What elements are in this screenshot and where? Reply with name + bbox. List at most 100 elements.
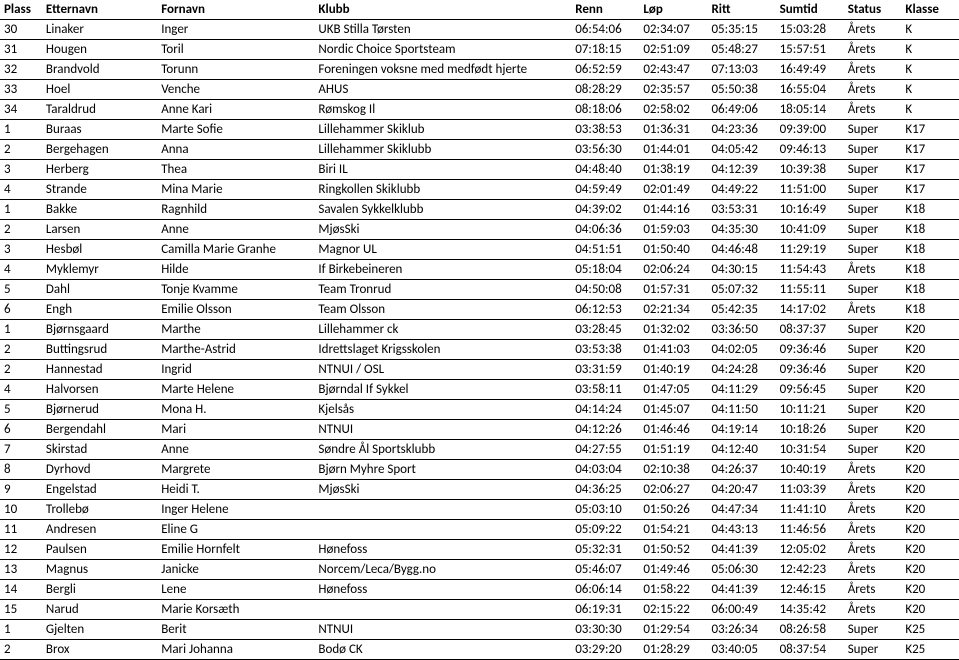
cell-fornavn: Margrete xyxy=(157,460,314,480)
cell-plass: 4 xyxy=(0,180,42,200)
cell-etternavn: Engelstad xyxy=(42,480,157,500)
cell-sumtid: 08:37:37 xyxy=(776,320,844,340)
cell-lop: 01:41:03 xyxy=(639,340,707,360)
table-row: 11AndresenEline G05:09:2201:54:2104:43:1… xyxy=(0,520,959,540)
cell-renn: 04:03:04 xyxy=(571,460,639,480)
cell-renn: 06:06:14 xyxy=(571,580,639,600)
cell-plass: 30 xyxy=(0,20,42,40)
cell-sumtid: 09:36:46 xyxy=(776,340,844,360)
table-row: 10TrollebøInger Helene05:03:1001:50:2604… xyxy=(0,500,959,520)
cell-plass: 1 xyxy=(0,120,42,140)
cell-lop: 02:35:57 xyxy=(639,80,707,100)
cell-plass: 14 xyxy=(0,580,42,600)
cell-fornavn: Marthe xyxy=(157,320,314,340)
table-row: 9EngelstadHeidi T.MjøsSki04:36:2502:06:2… xyxy=(0,480,959,500)
table-row: 4MyklemyrHildeIf Birkebeineren05:18:0402… xyxy=(0,260,959,280)
cell-status: Super xyxy=(844,120,902,140)
cell-plass: 33 xyxy=(0,80,42,100)
table-row: 2BergehagenAnnaLillehammer Skiklubb03:56… xyxy=(0,140,959,160)
cell-klasse: K20 xyxy=(901,560,959,580)
cell-etternavn: Paulsen xyxy=(42,540,157,560)
cell-renn: 04:51:51 xyxy=(571,240,639,260)
cell-renn: 06:52:59 xyxy=(571,60,639,80)
cell-klubb: Bjørndal If Sykkel xyxy=(314,380,571,400)
cell-klasse: K20 xyxy=(901,480,959,500)
cell-renn: 04:48:40 xyxy=(571,160,639,180)
cell-fornavn: Emilie Hornfelt xyxy=(157,540,314,560)
cell-klubb: Rømskog Il xyxy=(314,100,571,120)
cell-fornavn: Venche xyxy=(157,80,314,100)
cell-status: Årets xyxy=(844,480,902,500)
cell-ritt: 04:11:29 xyxy=(707,380,775,400)
cell-lop: 01:47:05 xyxy=(639,380,707,400)
cell-fornavn: Marthe-Astrid xyxy=(157,340,314,360)
cell-klubb xyxy=(314,500,571,520)
cell-ritt: 07:13:03 xyxy=(707,60,775,80)
cell-renn: 03:28:45 xyxy=(571,320,639,340)
cell-lop: 02:06:24 xyxy=(639,260,707,280)
cell-klasse: K20 xyxy=(901,500,959,520)
cell-lop: 01:36:31 xyxy=(639,120,707,140)
cell-klasse: K17 xyxy=(901,160,959,180)
cell-lop: 01:58:22 xyxy=(639,580,707,600)
cell-klubb: Lillehammer Skiklub xyxy=(314,120,571,140)
cell-fornavn: Mari xyxy=(157,420,314,440)
cell-sumtid: 10:40:19 xyxy=(776,460,844,480)
cell-fornavn: Anne xyxy=(157,220,314,240)
cell-status: Super xyxy=(844,420,902,440)
cell-ritt: 04:23:36 xyxy=(707,120,775,140)
cell-ritt: 04:49:22 xyxy=(707,180,775,200)
cell-sumtid: 09:36:46 xyxy=(776,360,844,380)
cell-fornavn: Marie Korsæth xyxy=(157,600,314,620)
cell-klasse: K20 xyxy=(901,340,959,360)
col-status: Status xyxy=(844,0,902,20)
cell-plass: 1 xyxy=(0,320,42,340)
cell-status: Super xyxy=(844,240,902,260)
cell-lop: 02:15:22 xyxy=(639,600,707,620)
col-ritt: Ritt xyxy=(707,0,775,20)
cell-status: Super xyxy=(844,180,902,200)
table-row: 3HesbølCamilla Marie GranheMagnor UL04:5… xyxy=(0,240,959,260)
cell-renn: 03:38:53 xyxy=(571,120,639,140)
cell-ritt: 04:41:39 xyxy=(707,540,775,560)
col-lop: Løp xyxy=(639,0,707,20)
cell-klubb: MjøsSki xyxy=(314,220,571,240)
cell-etternavn: Hesbøl xyxy=(42,240,157,260)
table-row: 12PaulsenEmilie HornfeltHønefoss05:32:31… xyxy=(0,540,959,560)
cell-status: Årets xyxy=(844,560,902,580)
cell-klubb: Kjelsås xyxy=(314,400,571,420)
cell-etternavn: Buraas xyxy=(42,120,157,140)
cell-etternavn: Andresen xyxy=(42,520,157,540)
cell-status: Super xyxy=(844,360,902,380)
cell-klubb: MjøsSki xyxy=(314,480,571,500)
cell-plass: 1 xyxy=(0,200,42,220)
cell-plass: 5 xyxy=(0,400,42,420)
cell-ritt: 05:06:30 xyxy=(707,560,775,580)
cell-ritt: 04:47:34 xyxy=(707,500,775,520)
cell-etternavn: Bakke xyxy=(42,200,157,220)
cell-status: Super xyxy=(844,200,902,220)
cell-lop: 01:50:40 xyxy=(639,240,707,260)
cell-etternavn: Brandvold xyxy=(42,60,157,80)
cell-klasse: K18 xyxy=(901,200,959,220)
cell-status: Super xyxy=(844,640,902,660)
cell-sumtid: 15:57:51 xyxy=(776,40,844,60)
cell-fornavn: Marte Helene xyxy=(157,380,314,400)
cell-ritt: 05:42:35 xyxy=(707,300,775,320)
cell-klubb: Team Olsson xyxy=(314,300,571,320)
cell-etternavn: Bergli xyxy=(42,580,157,600)
cell-etternavn: Larsen xyxy=(42,220,157,240)
cell-renn: 04:59:49 xyxy=(571,180,639,200)
cell-status: Årets xyxy=(844,500,902,520)
cell-lop: 01:28:29 xyxy=(639,640,707,660)
cell-status: Årets xyxy=(844,40,902,60)
cell-renn: 03:29:20 xyxy=(571,640,639,660)
cell-klasse: K xyxy=(901,80,959,100)
cell-fornavn: Janicke xyxy=(157,560,314,580)
cell-ritt: 04:46:48 xyxy=(707,240,775,260)
cell-renn: 03:56:30 xyxy=(571,140,639,160)
cell-klasse: K20 xyxy=(901,380,959,400)
cell-klasse: K18 xyxy=(901,260,959,280)
cell-klasse: K xyxy=(901,60,959,80)
cell-renn: 04:06:36 xyxy=(571,220,639,240)
